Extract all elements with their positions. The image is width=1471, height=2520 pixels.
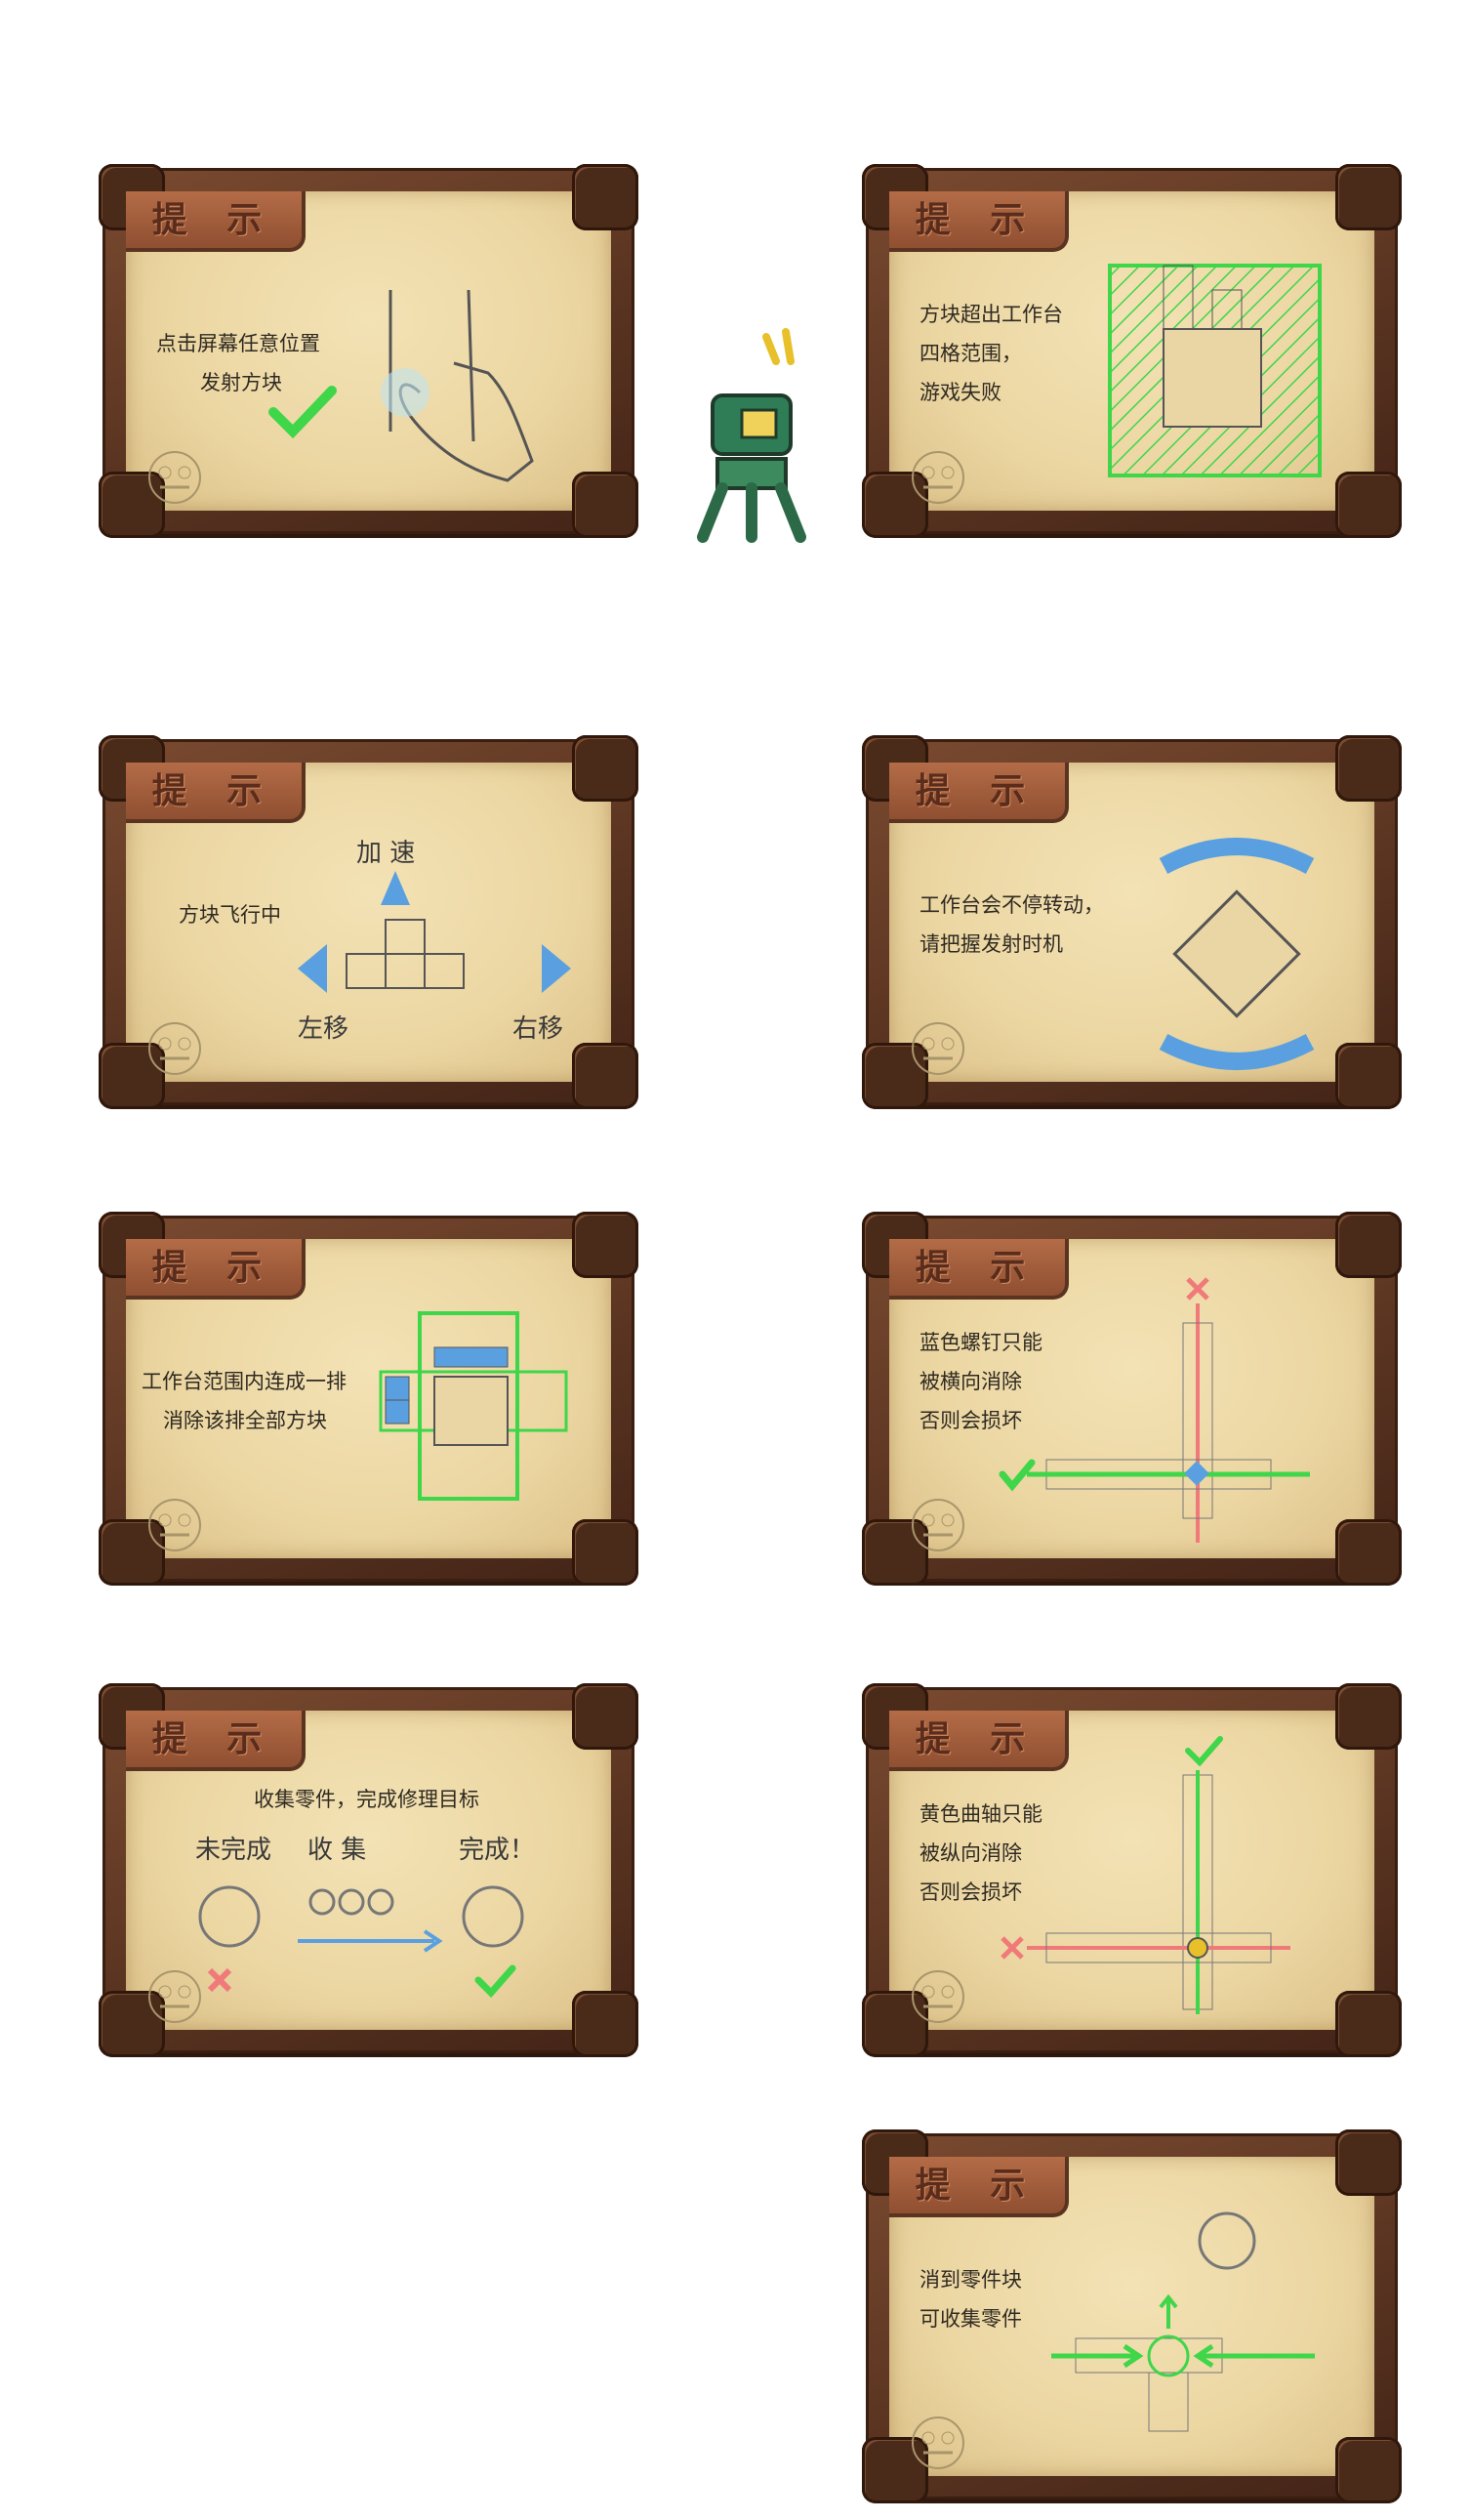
hint-text-line: 工作台会不停转动，	[919, 893, 1104, 917]
hint-text-line: 黄色曲轴只能	[919, 1802, 1042, 1826]
robot-face-icon	[148, 1970, 201, 2023]
hint-card-part-block: 提 示 消到零件块 可收集零件	[862, 2129, 1402, 2503]
hint-text-line: 方块超出工作台	[919, 303, 1063, 326]
hint-tab: 提 示	[126, 191, 306, 252]
right-move-label: 右移	[512, 1014, 563, 1044]
hint-card-clear-row: 提 示 工作台范围内连成一排 消除该排全部方块	[99, 1212, 638, 1586]
frame-corner	[572, 472, 638, 538]
frame-corner	[1335, 1212, 1402, 1278]
hint-text-line: 请把握发射时机	[919, 932, 1063, 956]
frame-corner	[99, 472, 165, 538]
frame-corner	[1335, 1043, 1402, 1109]
hint-text-line: 发射方块	[200, 371, 282, 394]
hint-text-line: 可收集零件	[919, 2307, 1022, 2331]
frame-corner	[572, 1519, 638, 1586]
frame-corner	[862, 2437, 928, 2503]
hint-card-rotating: 提 示 工作台会不停转动， 请把握发射时机	[862, 735, 1402, 1109]
robot-mascot-icon	[697, 328, 806, 543]
frame-corner	[1335, 735, 1402, 802]
hint-tab: 提 示	[889, 1711, 1069, 1771]
frame-corner	[1335, 472, 1402, 538]
robot-face-icon	[912, 451, 964, 504]
frame-corner	[572, 1212, 638, 1278]
robot-face-icon	[912, 1499, 964, 1551]
hint-card-blue-screw: 提 示 蓝色螺钉只能 被横向消除 否则会损坏	[862, 1212, 1402, 1586]
frame-corner	[572, 735, 638, 802]
hint-text-line: 点击屏幕任意位置	[156, 332, 320, 355]
speed-label: 加 速	[356, 839, 415, 868]
hint-card-yellow-crank: 提 示 黄色曲轴只能 被纵向消除 否则会损坏	[862, 1683, 1402, 2057]
frame-corner	[99, 1991, 165, 2057]
hint-tab: 提 示	[126, 763, 306, 823]
hint-text-line: 蓝色螺钉只能	[919, 1331, 1042, 1354]
hint-text-line: 被纵向消除	[919, 1841, 1022, 1865]
robot-face-icon	[912, 2417, 964, 2469]
frame-corner	[1335, 1519, 1402, 1586]
hint-text-line: 消到零件块	[919, 2268, 1022, 2292]
hint-card-out-of-range: 提 示 方块超出工作台 四格范围， 游戏失败	[862, 164, 1402, 538]
hint-tab: 提 示	[126, 1239, 306, 1300]
collect-label: 收 集	[307, 1836, 366, 1865]
hint-text-line: 方块飞行中	[179, 903, 281, 927]
done-label: 完成！	[459, 1836, 535, 1865]
left-move-label: 左移	[298, 1014, 348, 1044]
hint-text-line: 游戏失败	[919, 381, 1001, 404]
flying-controls-diagram: 加 速 左移 右移	[298, 839, 571, 1044]
robot-face-icon	[148, 1499, 201, 1551]
frame-corner	[572, 1991, 638, 2057]
frame-corner	[99, 1043, 165, 1109]
hint-text-line: 收集零件，完成修理目标	[254, 1788, 479, 1811]
blue-screw-diagram	[999, 1277, 1310, 1543]
frame-corner	[572, 164, 638, 230]
frame-corner	[862, 472, 928, 538]
frame-corner	[862, 1519, 928, 1586]
frame-corner	[572, 1683, 638, 1750]
yellow-crank-diagram	[1001, 1736, 1290, 2014]
hint-text-line: 四格范围，	[919, 342, 1022, 365]
frame-corner	[1335, 2437, 1402, 2503]
part-block-diagram	[1051, 2211, 1315, 2432]
hint-tab: 提 示	[126, 1711, 306, 1771]
robot-face-icon	[912, 1022, 964, 1075]
frame-corner	[862, 1043, 928, 1109]
hint-tab: 提 示	[889, 763, 1069, 823]
unfinished-label: 未完成	[195, 1836, 271, 1865]
hint-text-line: 否则会损坏	[919, 1409, 1022, 1432]
hint-text-line: 被横向消除	[919, 1370, 1022, 1393]
frame-corner	[572, 1043, 638, 1109]
robot-face-icon	[912, 1970, 964, 2023]
frame-corner	[1335, 164, 1402, 230]
workbench-range-diagram	[1108, 264, 1322, 477]
frame-corner	[1335, 1991, 1402, 2057]
frame-corner	[99, 1519, 165, 1586]
hint-card-tap: 提 示 点击屏幕任意位置 发射方块	[99, 164, 638, 538]
check-icon	[268, 386, 337, 439]
collect-parts-diagram: 未完成 收 集 完成！	[195, 1836, 535, 1999]
hint-tab: 提 示	[889, 191, 1069, 252]
hint-text-line: 消除该排全部方块	[163, 1409, 327, 1432]
clear-row-diagram	[379, 1311, 568, 1501]
hint-tab: 提 示	[889, 1239, 1069, 1300]
hint-text-line: 否则会损坏	[919, 1880, 1022, 1904]
hint-card-collect-parts: 提 示 收集零件，完成修理目标 未完成 收 集 完成！	[99, 1683, 638, 2057]
frame-corner	[1335, 1683, 1402, 1750]
tap-hand-icon	[381, 289, 534, 482]
rotating-workbench-diagram	[1159, 838, 1315, 1070]
frame-corner	[862, 1991, 928, 2057]
robot-face-icon	[148, 451, 201, 504]
robot-face-icon	[148, 1022, 201, 1075]
hint-card-flying: 提 示 方块飞行中 加 速 左移 右移	[99, 735, 638, 1109]
hint-tab: 提 示	[889, 2157, 1069, 2217]
hint-text-line: 工作台范围内连成一排	[142, 1370, 347, 1393]
frame-corner	[1335, 2129, 1402, 2196]
